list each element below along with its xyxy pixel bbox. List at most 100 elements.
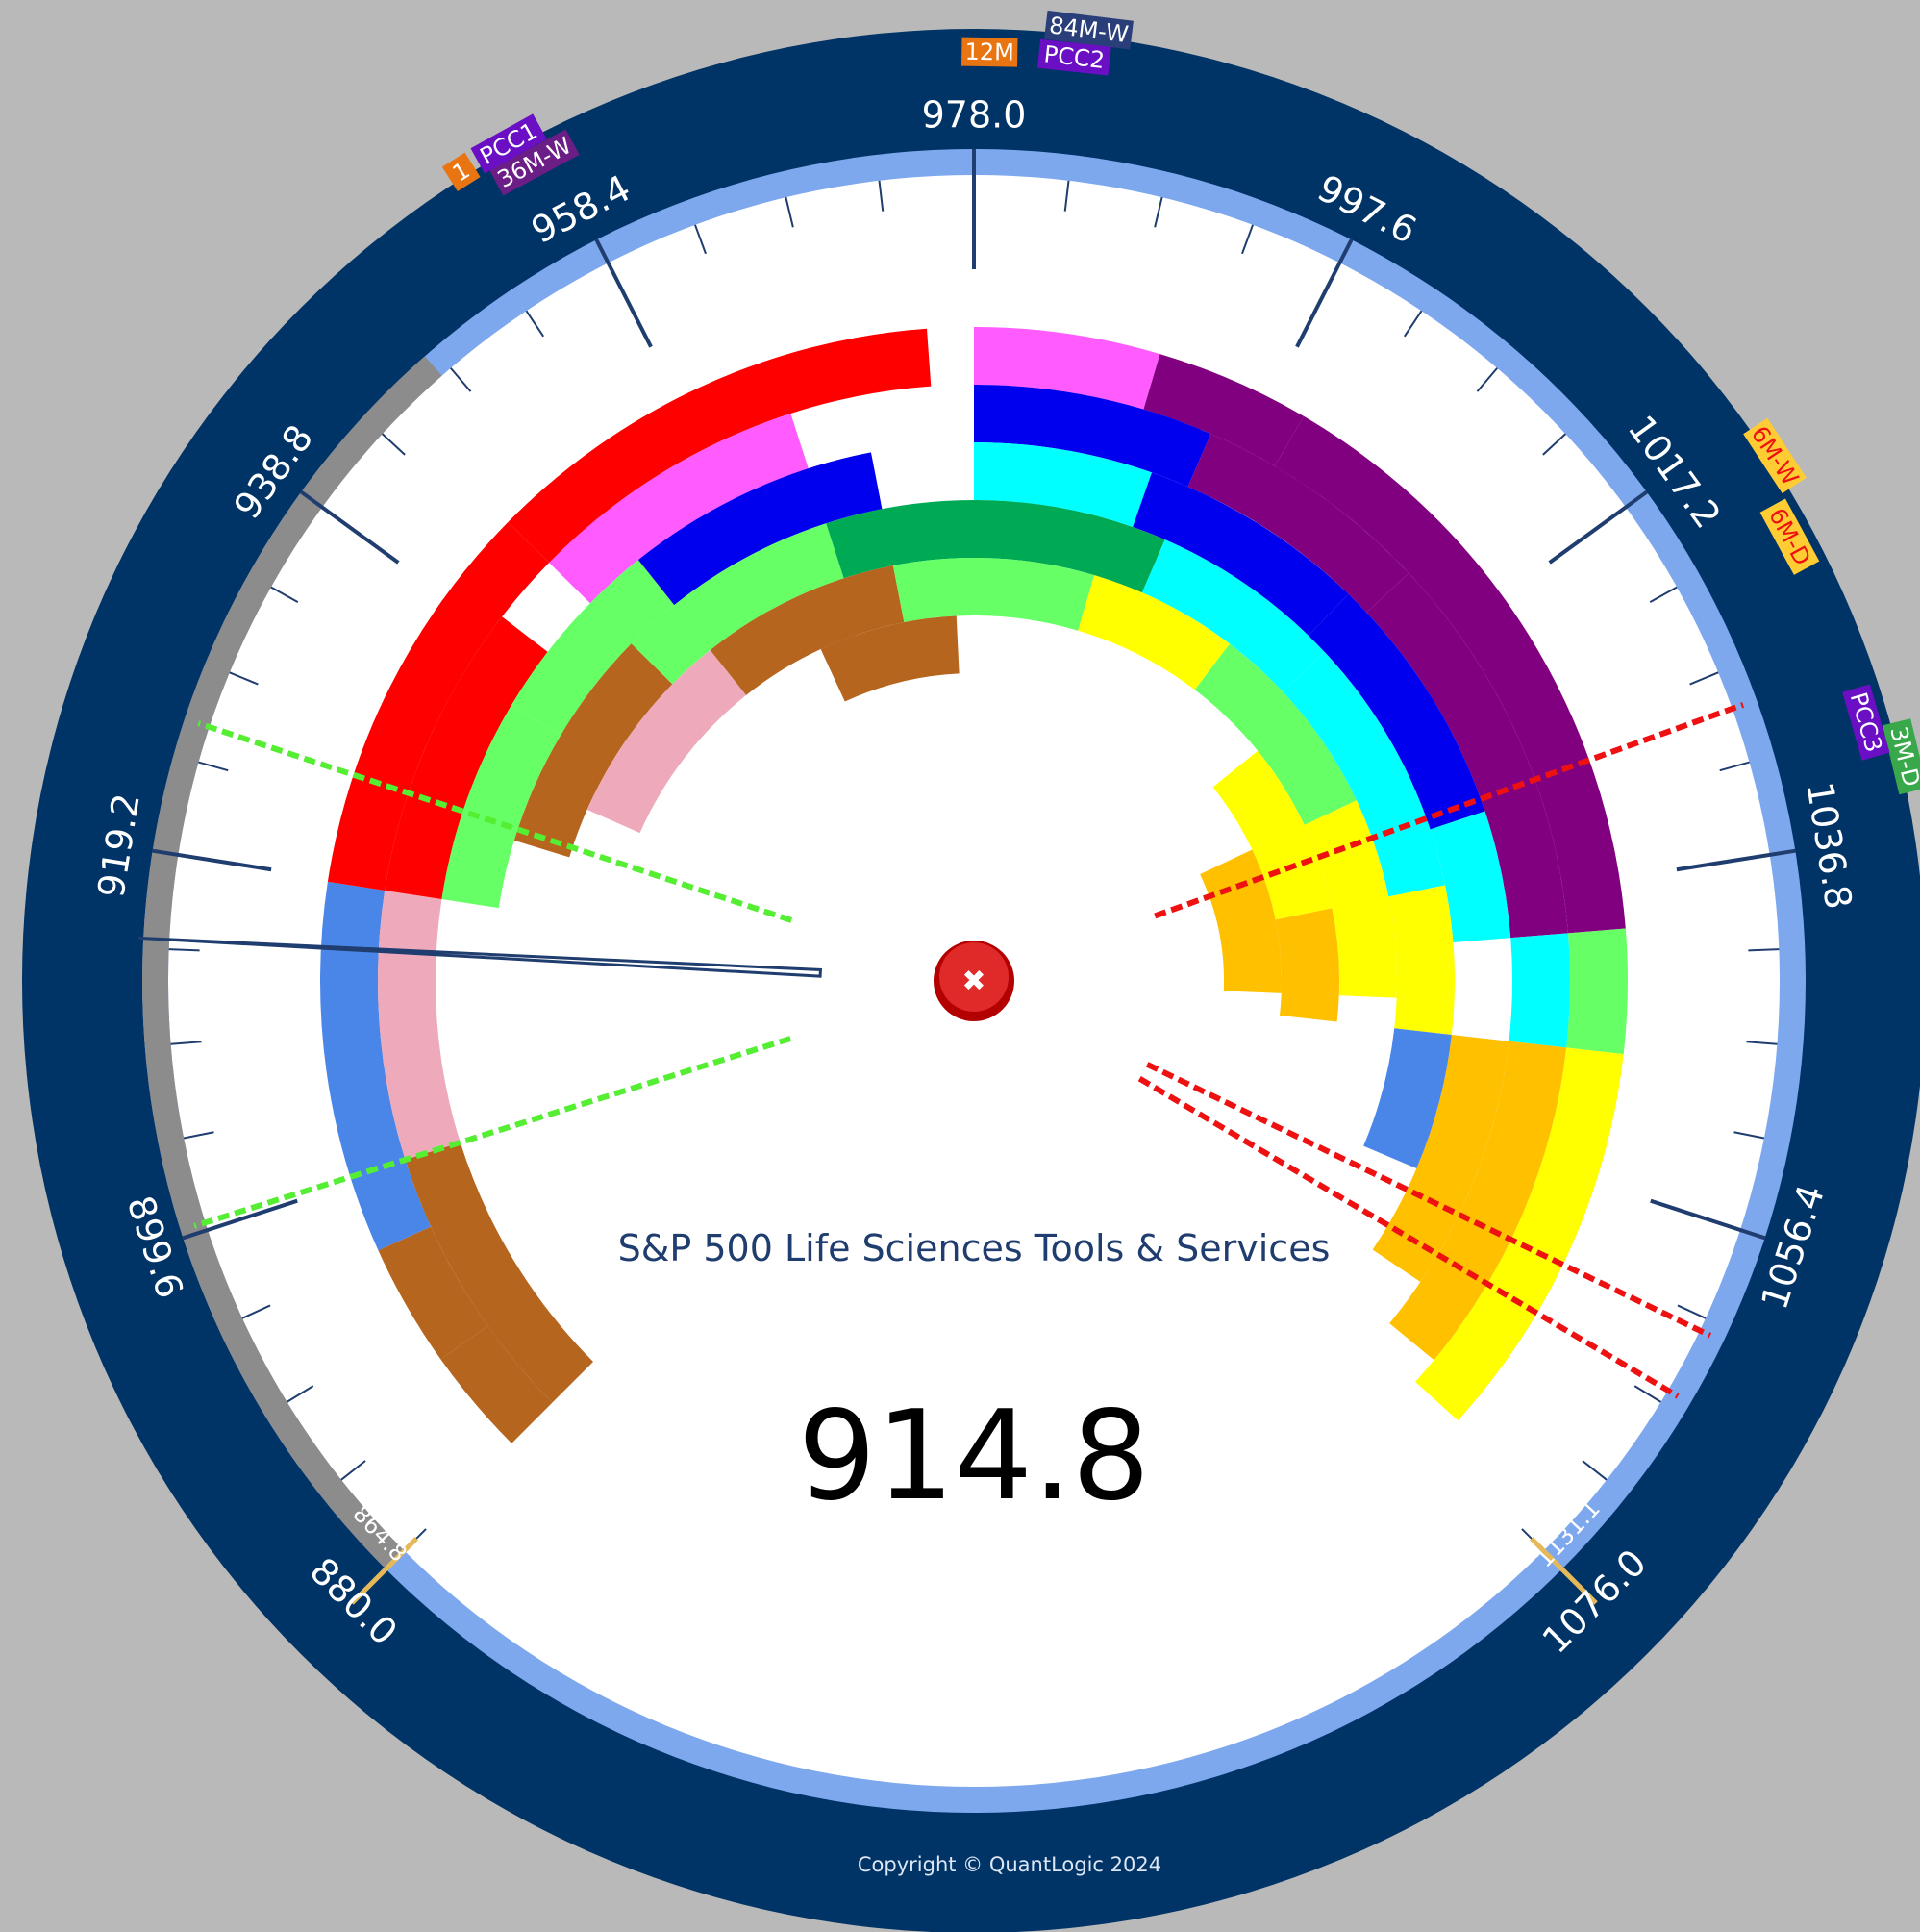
bar-segment — [892, 558, 974, 623]
minor-tick — [1403, 310, 1423, 338]
minor-tick — [241, 1304, 271, 1319]
major-tick — [182, 1198, 298, 1241]
bar-segment — [586, 649, 747, 834]
reference-line-green-lower — [193, 1036, 792, 1229]
bar-segment — [441, 705, 561, 909]
close-icon: ✖ — [961, 965, 985, 998]
major-tick — [1295, 238, 1354, 348]
bar-layer — [141, 327, 1628, 1569]
range-band — [141, 356, 442, 1569]
minor-tick — [1476, 367, 1498, 392]
copyright-text: Copyright © QuantLogic 2024 — [858, 1853, 1161, 1876]
bar-segment — [511, 560, 675, 736]
minor-tick — [1241, 224, 1254, 255]
bar-segment — [378, 1226, 488, 1360]
bar-segment — [440, 1325, 553, 1443]
rim-tag: 12M — [961, 37, 1018, 67]
bar-segment — [1363, 1028, 1452, 1169]
minor-tick — [878, 180, 885, 212]
bar-segment — [974, 327, 1160, 410]
major-tick — [152, 848, 272, 872]
chart-title: S&P 500 Life Sciences Tools & Services — [618, 1227, 1331, 1269]
bar-segment — [1388, 885, 1455, 1035]
minor-tick — [525, 310, 545, 338]
bar-segment — [378, 890, 461, 1160]
bar-segment — [1414, 1047, 1624, 1421]
minor-tick — [340, 1460, 366, 1481]
minor-tick — [1542, 433, 1567, 456]
bar-segment — [974, 385, 1211, 488]
bar-segment — [974, 442, 1152, 528]
bar-segment — [1372, 1034, 1509, 1282]
reference-line-red-upper — [1154, 702, 1745, 919]
minor-tick — [1733, 1131, 1765, 1140]
bar-segment — [385, 616, 548, 900]
minor-tick — [450, 367, 472, 392]
bar-segment — [1143, 354, 1305, 466]
major-tick — [1548, 489, 1648, 565]
tick-layer — [138, 149, 1796, 1605]
minor-tick — [229, 671, 259, 686]
minor-tick — [1063, 180, 1070, 212]
bar-segment — [1194, 643, 1357, 825]
bar-segment — [1366, 572, 1569, 939]
minor-tick — [183, 1131, 214, 1140]
major-tick — [1650, 1198, 1766, 1241]
bar-segment — [1274, 415, 1626, 934]
bar-segment — [820, 615, 960, 702]
reference-line-red-lower-1 — [1145, 1062, 1712, 1339]
bar-segment — [513, 643, 673, 858]
bar-segment — [1275, 908, 1339, 1022]
minor-tick — [1719, 761, 1750, 772]
reference-line-layer — [193, 702, 1745, 1399]
bar-segment — [1566, 928, 1628, 1055]
bar-segment — [405, 1142, 594, 1403]
bar-segment — [1304, 800, 1398, 998]
minor-tick — [1748, 948, 1780, 952]
current-value: 914.8 — [798, 1385, 1150, 1528]
bar-segment — [631, 523, 844, 685]
bar-segment — [1133, 472, 1349, 636]
rim-tag: 3M-D — [1883, 718, 1920, 795]
bar-segment — [974, 500, 1165, 593]
minor-tick — [1746, 1041, 1778, 1045]
bar-segment — [1200, 849, 1283, 993]
minor-tick — [286, 1385, 314, 1403]
bar-segment — [508, 328, 932, 564]
minor-tick — [1582, 1460, 1608, 1481]
minor-tick — [694, 224, 707, 255]
rim-tag: 1 — [441, 152, 481, 191]
minor-tick — [1633, 1385, 1662, 1403]
minor-tick — [1649, 586, 1678, 604]
major-tick — [1676, 848, 1796, 872]
minor-tick — [168, 948, 200, 952]
bar-segment — [1509, 933, 1571, 1048]
bar-segment — [1282, 651, 1445, 897]
minor-tick — [1154, 196, 1163, 228]
bar-segment — [327, 522, 550, 891]
major-tick — [300, 489, 400, 565]
value-needle — [138, 936, 822, 978]
axis-tick-label: 978.0 — [922, 94, 1027, 137]
bar-segment — [974, 558, 1095, 631]
bar-segment — [1430, 811, 1511, 942]
minor-tick — [785, 196, 794, 228]
minor-tick — [381, 433, 406, 456]
reference-line-green-upper — [197, 720, 793, 923]
minor-tick — [1689, 671, 1719, 686]
minor-tick — [170, 1041, 202, 1045]
minor-tick — [198, 761, 229, 772]
bar-segment — [1187, 434, 1409, 613]
range-end-marker — [350, 1537, 418, 1605]
bar-segment — [637, 452, 883, 606]
reference-line-red-lower-2 — [1137, 1076, 1680, 1399]
svg-text:12M: 12M — [964, 38, 1014, 66]
close-button[interactable]: ✖ — [934, 941, 1014, 1021]
bar-segment — [1078, 575, 1230, 690]
major-tick — [594, 238, 653, 348]
range-end-marker — [1530, 1537, 1598, 1605]
rim-tag: PCC2 — [1036, 38, 1111, 76]
bar-segment — [1389, 1041, 1567, 1361]
bar-segment — [710, 565, 905, 695]
